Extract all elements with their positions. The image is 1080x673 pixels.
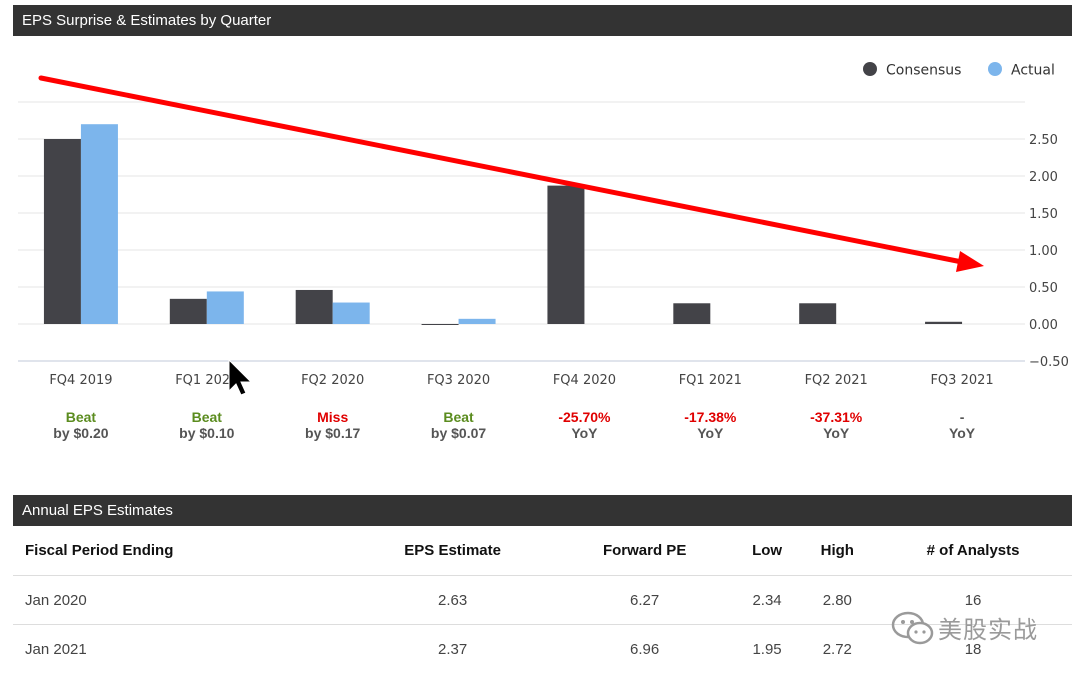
bars (44, 124, 962, 325)
col-analysts: # of Analysts (874, 526, 1072, 576)
actual-bar (207, 291, 244, 324)
surprise-amount: YoY (571, 425, 598, 441)
y-tick-label: 2.50 (1029, 133, 1058, 148)
cell-eps: 2.63 (350, 576, 556, 625)
surprise-result: Miss (317, 409, 348, 425)
col-low: Low (734, 526, 801, 576)
col-eps-estimate: EPS Estimate (350, 526, 556, 576)
col-fiscal-period: Fiscal Period Ending (13, 526, 350, 576)
surprise-result: - (960, 409, 965, 425)
cell-pe: 6.96 (556, 625, 734, 673)
cell-pe: 6.27 (556, 576, 734, 625)
surprise-result: Beat (443, 409, 474, 425)
surprise-result: -37.31% (810, 409, 863, 425)
surprise-result: -17.38% (684, 409, 737, 425)
col-forward-pe: Forward PE (556, 526, 734, 576)
surprise-result: Beat (192, 409, 223, 425)
actual-bar (459, 319, 496, 324)
y-tick-label: −0.50 (1029, 355, 1069, 370)
consensus-bar (170, 299, 207, 324)
wechat-icon (888, 608, 938, 648)
consensus-bar (422, 324, 459, 325)
surprise-amount: YoY (949, 425, 976, 441)
x-category-label: FQ3 2021 (930, 373, 993, 388)
surprise-amount: YoY (697, 425, 724, 441)
y-tick-label: 1.00 (1029, 244, 1058, 259)
y-axis-ticks: 2.50 2.00 1.50 1.00 0.50 0.00 −0.50 (1029, 133, 1069, 370)
x-category-label: FQ2 2020 (301, 373, 364, 388)
legend-label: Actual (1011, 63, 1055, 79)
grid-lines (18, 102, 1025, 361)
surprise-result: -25.70% (558, 409, 611, 425)
surprise-amount: by $0.17 (305, 425, 360, 441)
actual-bar (81, 124, 118, 324)
cell-low: 1.95 (734, 625, 801, 673)
x-category-label: FQ4 2020 (553, 373, 616, 388)
surprise-amount: YoY (823, 425, 850, 441)
trend-arrow (41, 78, 984, 272)
cell-period: Jan 2021 (13, 625, 350, 673)
cell-high: 2.80 (800, 576, 874, 625)
surprise-amount: by $0.07 (431, 425, 486, 441)
eps-panel-title: EPS Surprise & Estimates by Quarter (13, 5, 1072, 36)
legend-marker (988, 62, 1002, 76)
consensus-bar (547, 186, 584, 324)
annual-panel-title: Annual EPS Estimates (13, 495, 1072, 526)
x-category-label: FQ2 2021 (805, 373, 868, 388)
x-category-label: FQ4 2019 (49, 373, 112, 388)
consensus-bar (296, 290, 333, 324)
surprise-amount: by $0.10 (179, 425, 234, 441)
y-tick-label: 1.50 (1029, 207, 1058, 222)
eps-chart: 2.50 2.00 1.50 1.00 0.50 0.00 −0.50 FQ4 2019 FQ… (0, 36, 1080, 456)
cell-eps: 2.37 (350, 625, 556, 673)
cell-period: Jan 2020 (13, 576, 350, 625)
consensus-bar (44, 139, 81, 324)
legend: Consensus Actual (863, 62, 1055, 79)
annual-eps-table: Fiscal Period Ending EPS Estimate Forwar… (13, 526, 1072, 673)
legend-label: Consensus (886, 63, 961, 79)
trend-arrow-line (41, 78, 962, 262)
x-category-label: FQ1 2021 (679, 373, 742, 388)
table-header-row: Fiscal Period Ending EPS Estimate Forwar… (13, 526, 1072, 576)
x-category-label: FQ3 2020 (427, 373, 490, 388)
surprise-result: Beat (66, 409, 97, 425)
cell-low: 2.34 (734, 576, 801, 625)
consensus-bar (673, 303, 710, 324)
consensus-bar (925, 322, 962, 324)
actual-bar (333, 303, 370, 324)
cell-high: 2.72 (800, 625, 874, 673)
y-tick-label: 0.00 (1029, 318, 1058, 333)
watermark-text: 美股实战 (938, 610, 1038, 645)
legend-marker (863, 62, 877, 76)
y-tick-label: 0.50 (1029, 281, 1058, 296)
trend-arrow-head (956, 251, 984, 272)
mouse-cursor-icon (229, 360, 251, 395)
y-tick-label: 2.00 (1029, 170, 1058, 185)
surprise-amount: by $0.20 (53, 425, 108, 441)
consensus-bar (799, 303, 836, 324)
col-high: High (800, 526, 874, 576)
